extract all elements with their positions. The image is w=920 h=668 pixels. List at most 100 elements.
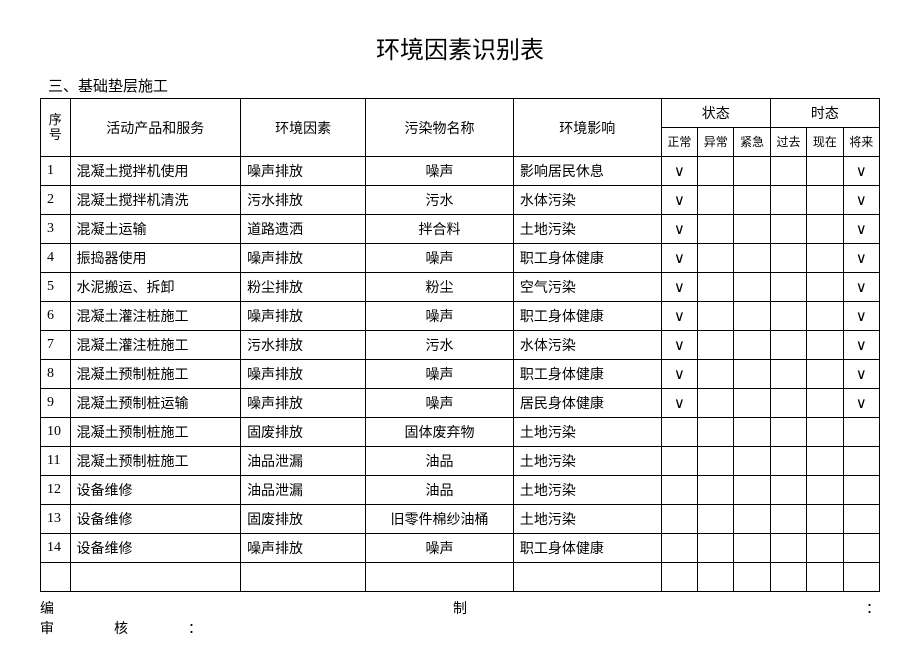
cell-tense-future: ∨: [843, 302, 879, 331]
cell-tense-past: [770, 186, 806, 215]
cell-tense-now: [807, 360, 843, 389]
header-row-1: 序号 活动产品和服务 环境因素 污染物名称 环境影响 状态 时态: [41, 99, 880, 128]
cell-activity: 设备维修: [70, 505, 241, 534]
cell-state-abnormal: [698, 360, 734, 389]
cell-state-emergency: [734, 302, 770, 331]
cell-pollutant: 噪声: [366, 157, 514, 186]
cell-tense-now: [807, 389, 843, 418]
cell-tense-now: [807, 476, 843, 505]
cell-tense-past: [770, 476, 806, 505]
cell-pollutant: 旧零件棉纱油桶: [366, 505, 514, 534]
cell-impact: 影响居民休息: [513, 157, 661, 186]
cell-tense-future: ∨: [843, 244, 879, 273]
cell-pollutant: 噪声: [366, 244, 514, 273]
cell-activity: 混凝土运输: [70, 215, 241, 244]
table-row: 9混凝土预制桩运输噪声排放噪声居民身体健康∨∨: [41, 389, 880, 418]
cell-tense-future: [843, 447, 879, 476]
cell-state-emergency: [734, 186, 770, 215]
cell-tense-future: [843, 418, 879, 447]
cell-env-factor: 污水排放: [241, 331, 366, 360]
cell-impact: 职工身体健康: [513, 360, 661, 389]
header-tense-past: 过去: [770, 128, 806, 157]
cell-tense-future: ∨: [843, 186, 879, 215]
cell-state-abnormal: [698, 186, 734, 215]
cell-tense-past: [770, 360, 806, 389]
cell-seq: 11: [41, 447, 71, 476]
cell-env-factor: 噪声排放: [241, 157, 366, 186]
cell-activity: 混凝土灌注桩施工: [70, 331, 241, 360]
header-state-normal: 正常: [661, 128, 697, 157]
cell-env-factor: 噪声排放: [241, 244, 366, 273]
cell-state-normal: ∨: [661, 157, 697, 186]
cell-impact: 职工身体健康: [513, 534, 661, 563]
header-impact: 环境影响: [513, 99, 661, 157]
cell-state-abnormal: [698, 418, 734, 447]
cell-pollutant: 固体废弃物: [366, 418, 514, 447]
cell-activity: 水泥搬运、拆卸: [70, 273, 241, 302]
cell-tense-past: [770, 447, 806, 476]
cell-env-factor: 油品泄漏: [241, 476, 366, 505]
header-state-abnormal: 异常: [698, 128, 734, 157]
cell-tense-past: [770, 157, 806, 186]
footer-compile-mid: 制: [453, 598, 467, 618]
cell-env-factor: 固废排放: [241, 505, 366, 534]
cell-state-emergency: [734, 447, 770, 476]
cell-tense-now: [807, 302, 843, 331]
cell-seq: 5: [41, 273, 71, 302]
cell-seq: 8: [41, 360, 71, 389]
cell-state-emergency: [734, 534, 770, 563]
footer-compile-left: 编: [40, 598, 54, 618]
table-row: 5水泥搬运、拆卸粉尘排放粉尘空气污染∨∨: [41, 273, 880, 302]
cell-activity: 设备维修: [70, 476, 241, 505]
cell-tense-past: [770, 273, 806, 302]
cell-impact: 职工身体健康: [513, 244, 661, 273]
header-env-factor: 环境因素: [241, 99, 366, 157]
table-row: 1混凝土搅拌机使用噪声排放噪声影响居民休息∨∨: [41, 157, 880, 186]
cell-seq: 2: [41, 186, 71, 215]
cell-tense-now: [807, 447, 843, 476]
cell-tense-now: [807, 418, 843, 447]
cell-tense-now: [807, 505, 843, 534]
cell-tense-future: ∨: [843, 157, 879, 186]
footer-review-right: ：: [188, 618, 202, 638]
cell-state-normal: [661, 505, 697, 534]
cell-state-emergency: [734, 476, 770, 505]
footer-review-mid: 核: [114, 618, 128, 638]
cell-state-normal: ∨: [661, 331, 697, 360]
cell-state-normal: ∨: [661, 302, 697, 331]
table-row: 14设备维修噪声排放噪声职工身体健康: [41, 534, 880, 563]
header-seq: 序号: [41, 99, 71, 157]
cell-activity: 混凝土搅拌机清洗: [70, 186, 241, 215]
cell-state-normal: [661, 447, 697, 476]
cell-pollutant: 污水: [366, 186, 514, 215]
cell-state-emergency: [734, 215, 770, 244]
cell-env-factor: 噪声排放: [241, 389, 366, 418]
cell-activity: 振捣器使用: [70, 244, 241, 273]
cell-tense-future: ∨: [843, 389, 879, 418]
cell-tense-future: ∨: [843, 331, 879, 360]
cell-state-normal: [661, 418, 697, 447]
cell-tense-past: [770, 331, 806, 360]
cell-seq: 10: [41, 418, 71, 447]
cell-pollutant: 噪声: [366, 389, 514, 418]
table-row: 12设备维修油品泄漏油品土地污染: [41, 476, 880, 505]
cell-env-factor: 油品泄漏: [241, 447, 366, 476]
cell-state-emergency: [734, 273, 770, 302]
cell-seq: 1: [41, 157, 71, 186]
cell-pollutant: 噪声: [366, 534, 514, 563]
cell-env-factor: 道路遗洒: [241, 215, 366, 244]
cell-tense-future: [843, 534, 879, 563]
cell-state-emergency: [734, 331, 770, 360]
cell-state-normal: ∨: [661, 244, 697, 273]
cell-state-abnormal: [698, 534, 734, 563]
cell-tense-now: [807, 534, 843, 563]
cell-tense-now: [807, 273, 843, 302]
cell-impact: 土地污染: [513, 505, 661, 534]
cell-state-abnormal: [698, 505, 734, 534]
cell-impact: 职工身体健康: [513, 302, 661, 331]
cell-tense-past: [770, 389, 806, 418]
footer: 编 制 ： 审 核 ：: [40, 598, 880, 638]
cell-state-normal: ∨: [661, 360, 697, 389]
cell-impact: 土地污染: [513, 215, 661, 244]
cell-seq: 13: [41, 505, 71, 534]
